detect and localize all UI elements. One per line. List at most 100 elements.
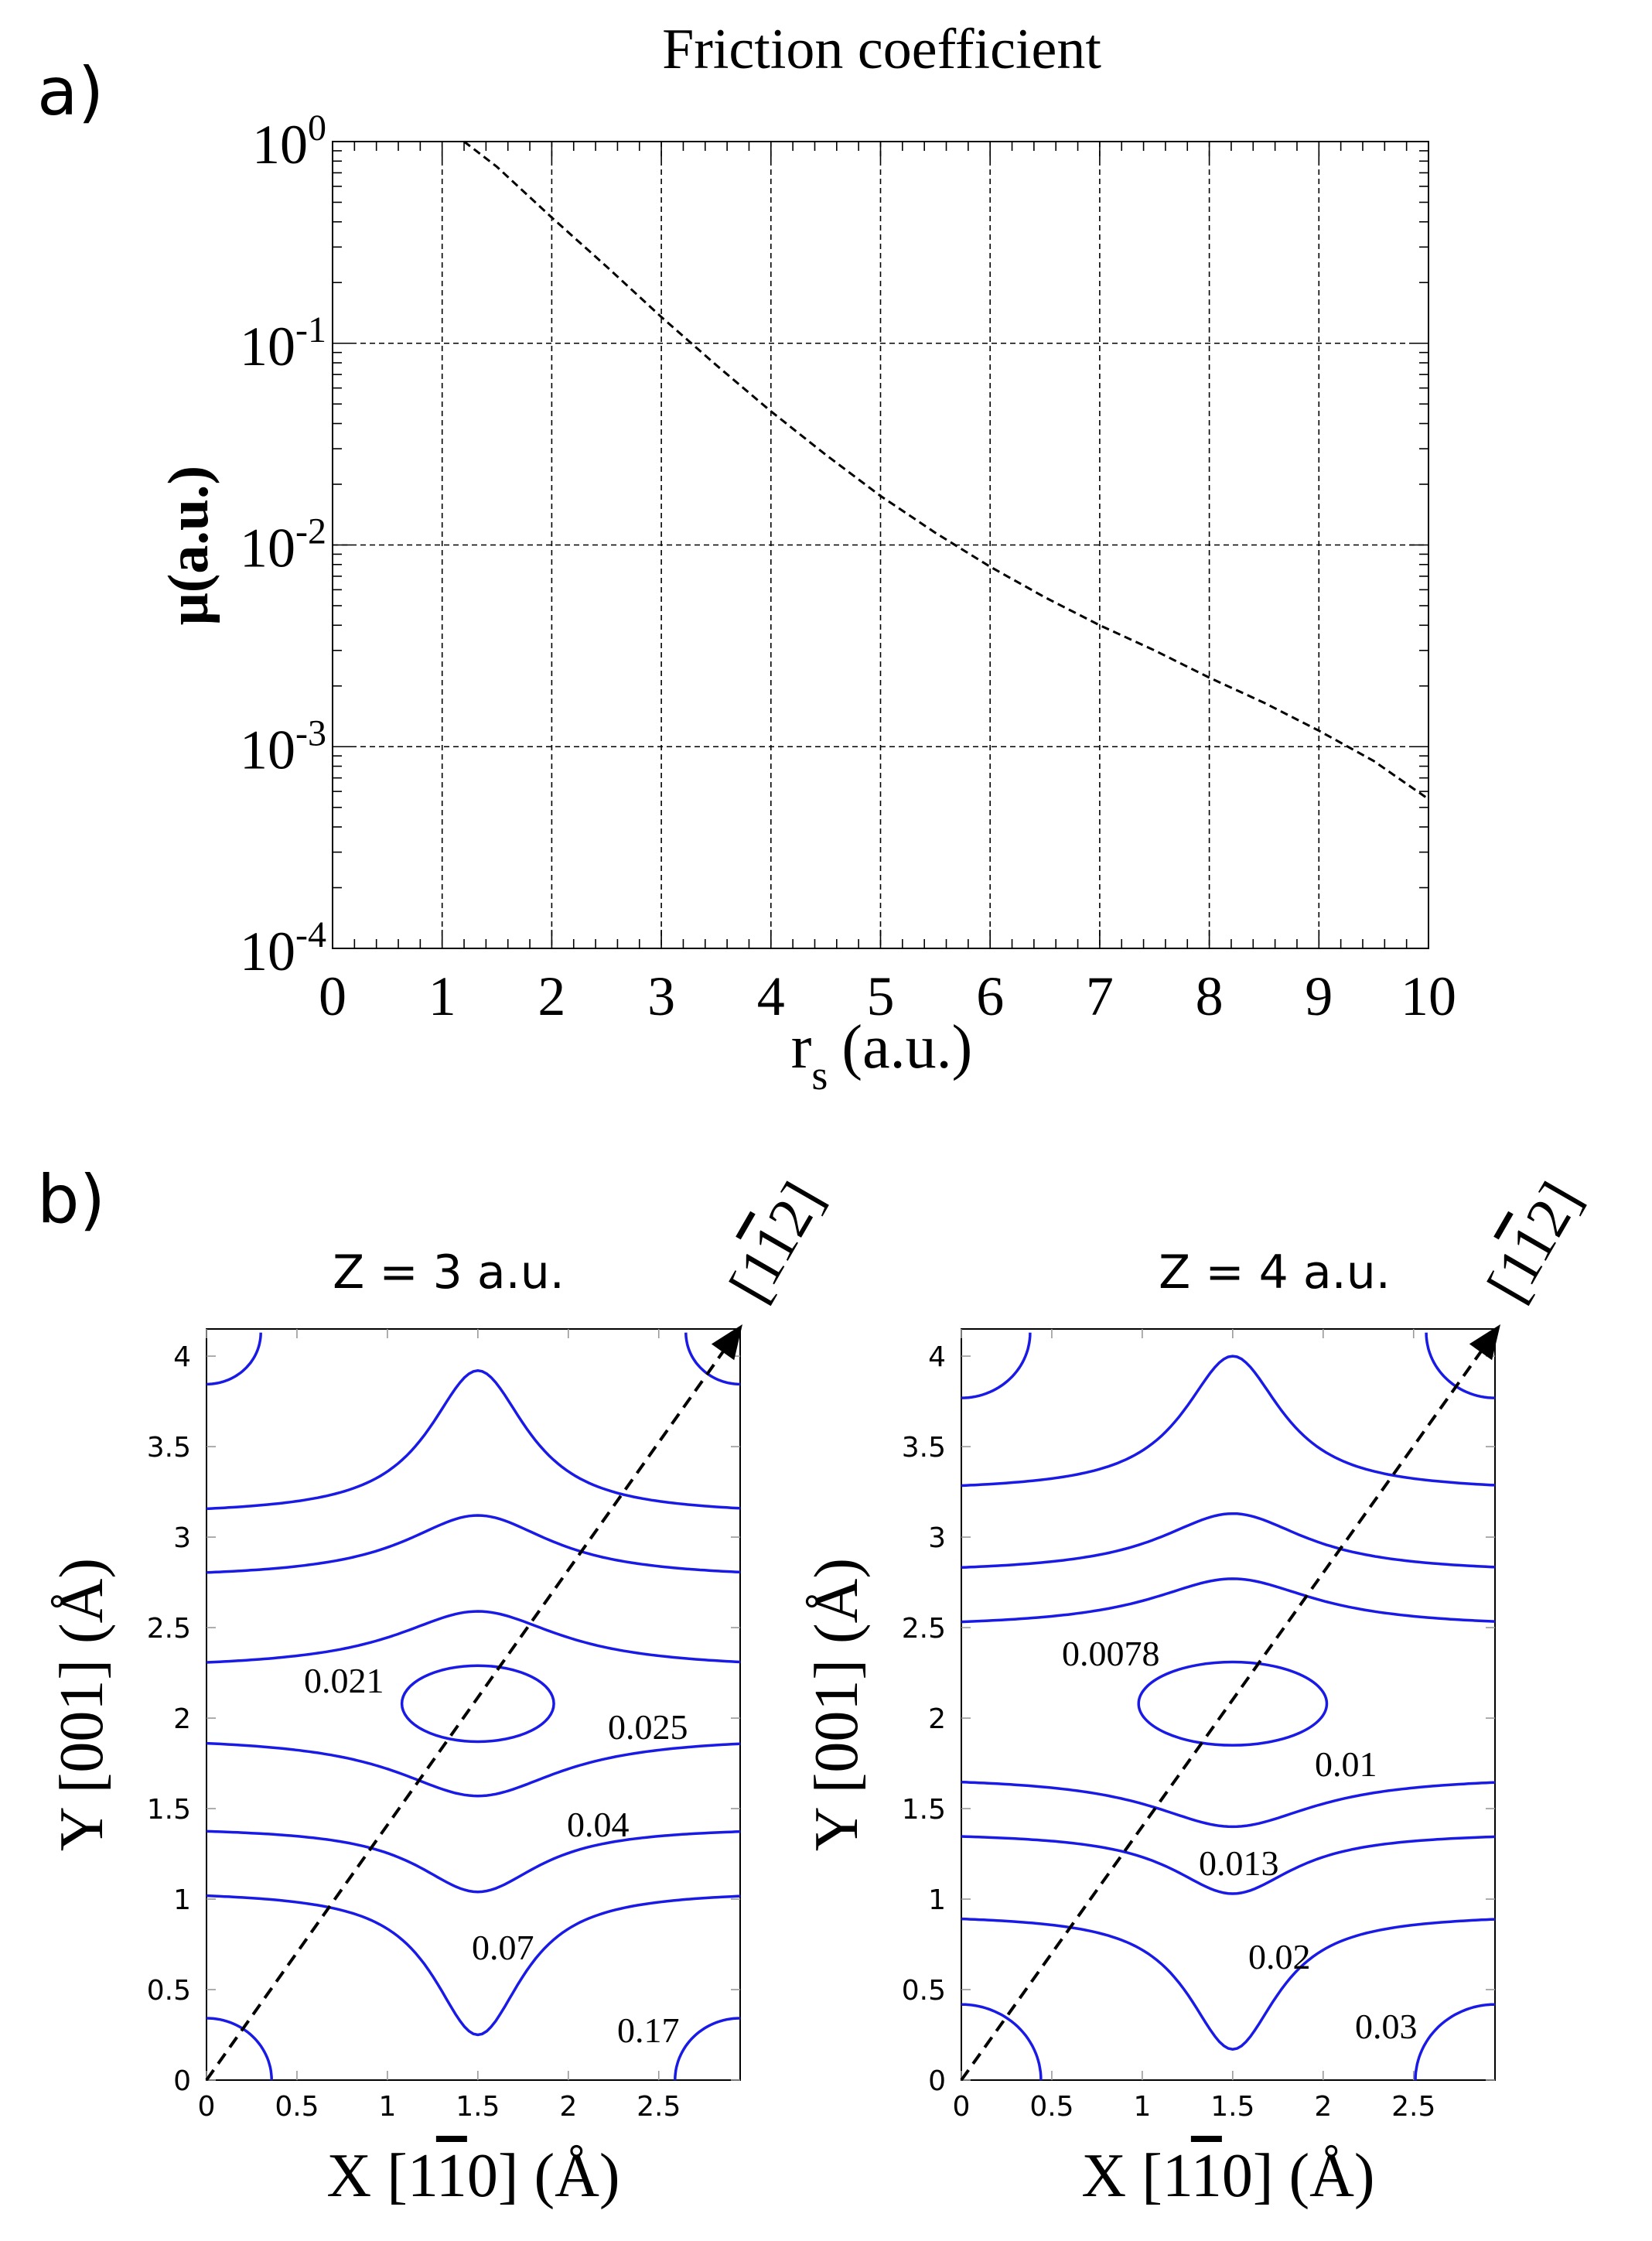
chart-b1-x-tick-label: 2.5 bbox=[637, 2091, 681, 2123]
chart-b1-x-tick-label: 1.5 bbox=[456, 2091, 500, 2123]
chart-b1-contour-line bbox=[206, 1829, 741, 1894]
chart-b2-contour-line bbox=[961, 1355, 1496, 1488]
chart-a-y-tick-label: 100 bbox=[252, 108, 326, 176]
chart-b2-xlabel-bar: 1 bbox=[1191, 2142, 1222, 2210]
chart-b2-contour-line bbox=[961, 1512, 1496, 1570]
chart-b2-xlabel-pre: X [1 bbox=[1081, 2142, 1190, 2210]
chart-b2-direction-arrow-line bbox=[960, 1344, 1486, 2082]
chart-b1-direction-arrow-head bbox=[711, 1324, 742, 1361]
chart-a-series-line bbox=[463, 140, 1429, 801]
chart-b1-contour-line bbox=[206, 1514, 741, 1574]
chart-a-y-tick-exponent: -3 bbox=[295, 712, 326, 753]
chart-a-x-tick-labels: 0 1 2 3 4 5 6 7 8 9 10 bbox=[319, 965, 1456, 1027]
chart-b1-direction-label: [112] bbox=[717, 1171, 836, 1312]
chart-a-x-tick-label: 4 bbox=[757, 965, 785, 1027]
chart-b2-x-tick-label: 1.5 bbox=[1210, 2091, 1254, 2123]
chart-a-y-tick-label: 10-3 bbox=[240, 712, 326, 781]
chart-b2-y-tick-label: 1 bbox=[928, 1884, 946, 1916]
chart-b1-y-tick-label: 0.5 bbox=[147, 1975, 191, 2007]
chart-b1-x-tick-label: 2 bbox=[559, 2091, 577, 2123]
chart-b2-contour-line bbox=[961, 1835, 1496, 1895]
chart-a-xlabel-main: r bbox=[791, 1013, 812, 1081]
chart-a-x-tick-label: 9 bbox=[1305, 965, 1333, 1027]
chart-b1-title: Z = 3 a.u. bbox=[333, 1245, 565, 1300]
chart-a-y-tick-exponent: -2 bbox=[295, 511, 326, 552]
chart-b2-ylabel: Y [001] (Å) bbox=[803, 1558, 871, 1851]
chart-b1-y-tick-label: 3 bbox=[173, 1522, 191, 1554]
chart-b1-contour-line bbox=[206, 1894, 741, 2037]
chart-b1-y-tick-label: 1.5 bbox=[147, 1794, 191, 1826]
chart-b2-y-tick-label: 0 bbox=[928, 2065, 946, 2097]
chart-b2-x-tick-label: 0.5 bbox=[1029, 2091, 1073, 2123]
chart-a-x-tick-label: 3 bbox=[647, 965, 675, 1027]
chart-b2-y-tick-label: 2 bbox=[928, 1703, 946, 1735]
chart-b2-xlabel: X [110] (Å) bbox=[1081, 2142, 1374, 2210]
chart-b2-direction-label: [112] bbox=[1475, 1171, 1594, 1312]
chart-b2: 0 0.5 1 1.5 2 2.5 3 3.5 4 0 0.5 1 1.5 2 2.5 [112] 0.0078… bbox=[803, 1171, 1594, 2210]
chart-b1-x-tick-label: 1 bbox=[378, 2091, 396, 2123]
chart-b1-level-label: 0.07 bbox=[472, 1928, 534, 1967]
chart-a-y-tick-exponent: 0 bbox=[308, 108, 326, 149]
chart-b2-xlabel-post: 0] (Å) bbox=[1222, 2142, 1375, 2210]
chart-b2-y-tick-label: 2.5 bbox=[902, 1613, 946, 1645]
chart-a-x-tick-label: 7 bbox=[1086, 965, 1114, 1027]
chart-b2-y-tick-label: 0.5 bbox=[902, 1975, 946, 2007]
chart-b2-y-tick-label: 4 bbox=[928, 1341, 946, 1373]
chart-b2-x-tick-label: 2 bbox=[1314, 2091, 1332, 2123]
chart-a-y-tick-base: 10 bbox=[252, 114, 308, 176]
chart-b2-contour-corner bbox=[1414, 2003, 1496, 2081]
chart-b2-contour-corner bbox=[1425, 1332, 1496, 1399]
chart-a-title: Friction coefficient bbox=[662, 18, 1101, 81]
chart-b1-direction-arrow-line bbox=[205, 1344, 729, 2082]
chart-b2-plot-frame bbox=[961, 1328, 1496, 2081]
chart-b1-contour-line bbox=[206, 1741, 741, 1798]
chart-a-y-tick-label: 10-4 bbox=[240, 914, 326, 982]
chart-a-series bbox=[463, 140, 1429, 801]
chart-b2-x-tick-label: 2.5 bbox=[1391, 2091, 1435, 2123]
chart-b2-level-label: 0.02 bbox=[1248, 1937, 1311, 1976]
chart-b1-plot-frame bbox=[206, 1328, 741, 2081]
chart-b2-contour-line bbox=[961, 1780, 1496, 1829]
chart-a-x-tick-label: 6 bbox=[976, 965, 1004, 1027]
chart-b2-y-tick-label: 3.5 bbox=[902, 1432, 946, 1464]
chart-a-y-tick-base: 10 bbox=[240, 316, 295, 377]
chart-b1-y-tick-label: 1 bbox=[173, 1884, 191, 1916]
chart-b2-y-tick-label: 1.5 bbox=[902, 1794, 946, 1826]
chart-b2-contour-ellipse bbox=[1137, 1660, 1329, 1747]
chart-a-x-tick-label: 10 bbox=[1401, 965, 1456, 1027]
chart-b1-y-tick-label: 3.5 bbox=[147, 1432, 191, 1464]
chart-a-x-tick-label: 8 bbox=[1196, 965, 1224, 1027]
panel-label-a: a) bbox=[37, 53, 104, 131]
chart-b2-level-label: 0.01 bbox=[1315, 1744, 1377, 1784]
chart-b1-contour-corner bbox=[206, 1332, 262, 1386]
chart-b1-contour-corner bbox=[206, 2017, 273, 2081]
chart-b1-contour-ellipse bbox=[400, 1664, 555, 1744]
chart-b1-y-tick-label: 0 bbox=[173, 2065, 191, 2097]
chart-a-y-tick-base: 10 bbox=[240, 518, 295, 579]
chart-b2-contour-corner bbox=[961, 1332, 1032, 1399]
chart-b1-y-tick-label: 2.5 bbox=[147, 1613, 191, 1645]
chart-a-xlabel: rs (a.u.) bbox=[791, 1013, 972, 1098]
chart-a-x-tick-label: 5 bbox=[867, 965, 895, 1027]
chart-b1-y-tick-label: 2 bbox=[173, 1703, 191, 1735]
chart-b1-x-tick-label: 0.5 bbox=[275, 2091, 319, 2123]
chart-b1-xlabel-post: 0] (Å) bbox=[467, 2142, 620, 2210]
chart-b1-level-label: 0.021 bbox=[304, 1661, 384, 1700]
chart-a-y-tick-label: 10-1 bbox=[240, 309, 326, 377]
chart-a-ylabel: μ(a.u.) bbox=[157, 466, 220, 625]
chart-a-y-tick-base: 10 bbox=[240, 921, 295, 982]
chart-a-xlabel-unit: (a.u.) bbox=[841, 1013, 972, 1081]
chart-b1: 0 0.5 1 1.5 2 2.5 3 3.5 4 0 0.5 1 1.5 2 2.5 [112] 0.021 0… bbox=[48, 1171, 836, 2210]
chart-b2-direction-arrow-head bbox=[1469, 1324, 1500, 1361]
chart-b2-level-label: 0.013 bbox=[1199, 1843, 1279, 1883]
chart-a-y-tick-exponent: -4 bbox=[295, 914, 326, 955]
chart-a-x-tick-label: 0 bbox=[319, 965, 346, 1027]
chart-b1-level-label: 0.025 bbox=[608, 1707, 688, 1747]
chart-b1-xlabel: X [110] (Å) bbox=[326, 2142, 620, 2210]
chart-a-y-tick-exponent: -1 bbox=[295, 309, 326, 350]
chart-b1-contour-corner bbox=[684, 1332, 741, 1386]
chart-a-y-tick-base: 10 bbox=[240, 719, 295, 781]
